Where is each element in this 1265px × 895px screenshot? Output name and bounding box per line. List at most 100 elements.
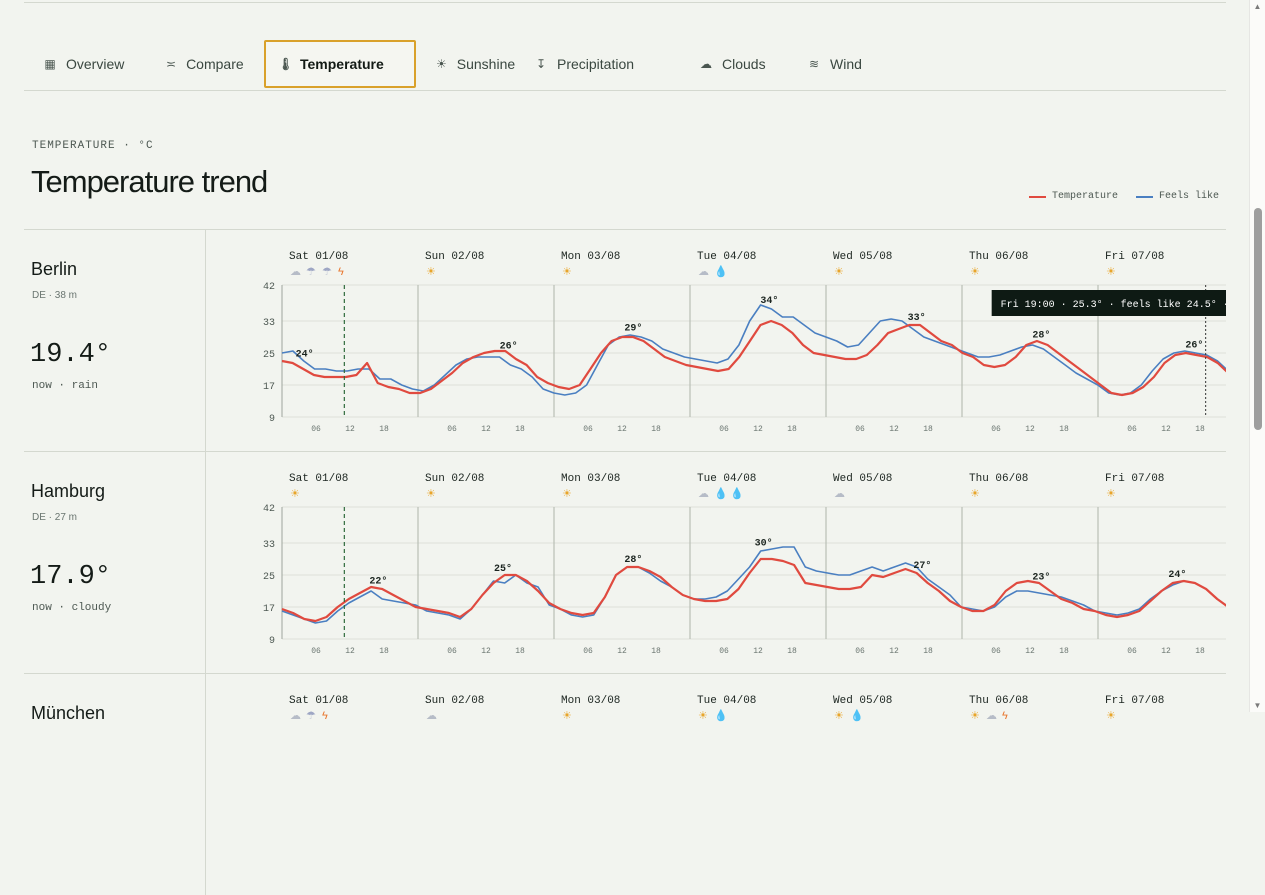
- day-label: Tue 04/08: [697, 473, 756, 485]
- peak-label: 26°: [500, 341, 518, 353]
- tab-label: Compare: [186, 56, 244, 72]
- grid-icon: ▦: [44, 57, 56, 71]
- day-label: Sun 02/08: [425, 251, 484, 263]
- hour-tick-label: 18: [651, 647, 661, 656]
- drop-icon: 💧: [714, 709, 728, 722]
- hour-tick-label: 06: [311, 425, 321, 434]
- top-card-edge: [24, 0, 1226, 3]
- day-label: Thu 06/08: [969, 695, 1028, 707]
- city-name: Hamburg: [31, 481, 106, 501]
- precipitation-icon: ↧: [535, 57, 547, 71]
- sun-icon: ☀: [1106, 266, 1116, 278]
- day-label: Sun 02/08: [425, 695, 484, 707]
- legend-item: Temperature: [1028, 191, 1118, 202]
- hour-tick-label: 06: [1127, 647, 1137, 656]
- tab-clouds[interactable]: ☁ Clouds: [688, 40, 778, 88]
- peak-label: 22°: [369, 575, 387, 587]
- hour-tick-label: 06: [855, 647, 865, 656]
- hour-tick-label: 12: [1161, 647, 1171, 656]
- hour-tick-label: 18: [1059, 425, 1069, 434]
- current-temperature: 17.9°: [30, 562, 112, 592]
- hour-tick-label: 18: [1195, 647, 1205, 656]
- day-label: Sat 01/08: [289, 473, 348, 485]
- current-condition: now · cloudy: [32, 602, 112, 614]
- tab-precipitation[interactable]: ↧ Precipitation: [523, 40, 673, 88]
- tab-overview[interactable]: ▦ Overview: [32, 40, 144, 88]
- storm-icon: ☂: [306, 266, 316, 278]
- hour-tick-label: 12: [753, 647, 763, 656]
- hour-tick-label: 12: [889, 647, 899, 656]
- tab-compare[interactable]: ≍ Compare: [154, 40, 254, 88]
- sun-icon: ☀: [436, 57, 447, 71]
- peak-label: 24°: [1168, 569, 1186, 581]
- city-row-hamburg: Hamburg DE · 27 m 17.9° now · cloudy Sat 01/…: [24, 451, 1226, 673]
- hour-tick-label: 06: [855, 425, 865, 434]
- hour-tick-label: 12: [1025, 425, 1035, 434]
- sun-icon: ☀: [1106, 488, 1116, 500]
- temperature-line: [281, 319, 1226, 397]
- hour-tick-label: 18: [515, 647, 525, 656]
- day-label: Mon 03/08: [561, 251, 620, 263]
- chart-tooltip: Fri 19:00 · 25.3° · feels like 24.5° ·: [991, 290, 1226, 316]
- y-tick-label: 42: [263, 282, 275, 293]
- current-temperature: 19.4°: [30, 340, 112, 370]
- hour-tick-label: 18: [379, 425, 389, 434]
- feels-like-line: [281, 546, 1226, 624]
- peak-label: 29°: [624, 323, 642, 335]
- drop-icon: 💧: [714, 265, 728, 278]
- thermometer-icon: 🌡: [278, 57, 294, 71]
- peak-label: 24°: [296, 349, 314, 361]
- day-label: Sat 01/08: [289, 695, 348, 707]
- legend-item: Feels like: [1135, 191, 1219, 202]
- temperature-chart[interactable]: Sat 01/08 ☀ Sun 02/08 ☀ Mon 03/08 ☀ Tue 04/08 ☁…: [206, 452, 1226, 673]
- hour-tick-label: 12: [345, 425, 355, 434]
- legend-swatch: [1028, 195, 1046, 198]
- y-tick-label: 9: [269, 414, 275, 425]
- tab-label: Wind: [830, 56, 862, 72]
- legend-label: Temperature: [1051, 191, 1118, 202]
- temperature-line: [281, 557, 1226, 623]
- hour-tick-label: 06: [719, 425, 729, 434]
- tab-wind[interactable]: ≋ Wind: [796, 40, 878, 88]
- day-label: Fri 07/08: [1105, 473, 1164, 485]
- day-label: Tue 04/08: [697, 251, 756, 263]
- hour-tick-label: 12: [889, 425, 899, 434]
- hour-tick-label: 06: [311, 647, 321, 656]
- scrollbar-thumb[interactable]: [1254, 208, 1262, 430]
- hour-tick-label: 18: [923, 425, 933, 434]
- peak-label: 28°: [1032, 330, 1050, 342]
- cloud-icon: ☁: [834, 488, 845, 500]
- hour-tick-label: 18: [379, 647, 389, 656]
- hour-tick-label: 06: [583, 647, 593, 656]
- hour-tick-label: 18: [1059, 647, 1069, 656]
- day-label: Sat 01/08: [289, 251, 348, 263]
- peak-label: 30°: [755, 537, 773, 549]
- peak-label: 33°: [908, 312, 926, 324]
- scroll-down-arrow-icon[interactable]: ▼: [1253, 701, 1262, 710]
- cloud-icon: ☁: [700, 57, 712, 71]
- legend-swatch: [1135, 195, 1153, 198]
- tooltip-text: Fri 19:00 · 25.3° · feels like 24.5° ·: [1001, 299, 1226, 311]
- vertical-scrollbar[interactable]: ▲ ▼: [1249, 0, 1265, 712]
- tab-sunshine[interactable]: ☀ Sunshine: [424, 40, 520, 88]
- sun-icon: ☀: [970, 488, 980, 500]
- hour-tick-label: 12: [345, 647, 355, 656]
- sun-icon: ☀: [562, 488, 572, 500]
- sun-icon: ☀: [562, 266, 572, 278]
- city-meta: DE · 38 m: [32, 290, 78, 301]
- hour-tick-label: 18: [515, 425, 525, 434]
- hour-tick-label: 06: [447, 647, 457, 656]
- peak-label: 28°: [624, 554, 642, 566]
- sun-icon: ☀: [426, 266, 436, 278]
- wind-icon: ≋: [808, 57, 820, 71]
- page-title: Temperature trend: [31, 164, 268, 199]
- hour-tick-label: 06: [991, 647, 1001, 656]
- tab-temperature[interactable]: 🌡 Temperature: [264, 40, 416, 88]
- city-row-berlin: Berlin DE · 38 m 19.4° now · rain Sat 01/08 ☁…: [24, 229, 1226, 451]
- temperature-chart[interactable]: Sat 01/08 ☁ ☂ ☂ ϟ Sun 02/08 ☀ Mon 03/08 ☀ Tue 04/…: [206, 230, 1226, 451]
- y-tick-label: 42: [263, 504, 275, 515]
- day-label: Wed 05/08: [833, 251, 892, 263]
- sun-icon: ☀: [834, 266, 844, 278]
- scroll-up-arrow-icon[interactable]: ▲: [1253, 2, 1262, 11]
